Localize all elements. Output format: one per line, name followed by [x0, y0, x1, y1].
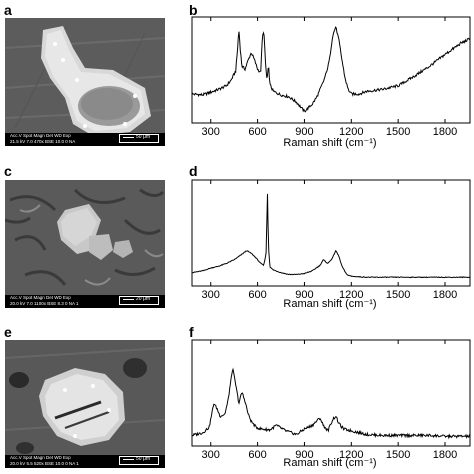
plot-frame	[191, 339, 471, 447]
x-tick-label: 300	[202, 289, 220, 301]
sem-image-a: Acc.V Spot Magn Det WD Exp 21.5 kV 7.0 4…	[5, 18, 165, 146]
sem-info-row-1: Acc.V Spot Magn Det WD Exp	[10, 455, 71, 460]
x-axis-label-f: Raman shift (cm⁻¹)	[283, 457, 377, 469]
x-tick-label: 1800	[433, 289, 457, 301]
sem-info-row-1: Acc.V Spot Magn Det WD Exp	[10, 295, 71, 300]
scale-bar-label: 20 μm	[136, 296, 150, 302]
x-tick-label: 300	[202, 126, 220, 138]
panel-label-c: c	[4, 163, 12, 179]
x-axis-label-b: Raman shift (cm⁻¹)	[283, 137, 377, 149]
scale-bar: 50 μm	[119, 134, 159, 143]
panel-label-e: e	[4, 324, 12, 340]
scale-bar-label: 50 μm	[136, 456, 150, 462]
x-tick-label: 1800	[433, 449, 457, 461]
panel-label-b: b	[189, 2, 198, 18]
panel-label-a: a	[4, 2, 12, 18]
x-axis-label-d: Raman shift (cm⁻¹)	[283, 298, 377, 310]
spectrum-line	[191, 367, 471, 440]
x-tick-label: 900	[295, 289, 313, 301]
x-tick-label: 300	[202, 449, 220, 461]
x-tick-label: 1500	[386, 449, 410, 461]
spectrum-line	[191, 26, 471, 113]
x-tick-label: 900	[295, 449, 313, 461]
x-tick-label: 600	[248, 289, 266, 301]
scale-bar-label: 50 μm	[136, 134, 150, 140]
panel-label-d: d	[189, 163, 198, 179]
sem-info-row-2: 21.5 kV 7.0 470x BSE 10.0 0 NA	[10, 139, 76, 144]
scale-bar: 50 μm	[119, 456, 159, 465]
sem-info-row-2: 20.0 kV 5.5 520x BSE 10.0 0 NA 1	[10, 461, 79, 466]
spectrum-line	[191, 193, 471, 279]
sem-image-e: Acc.V Spot Magn Det WD Exp 20.0 kV 5.5 5…	[5, 340, 165, 468]
x-tick-label: 900	[295, 126, 313, 138]
scale-bar: 20 μm	[119, 296, 159, 305]
x-tick-label: 1500	[386, 289, 410, 301]
sem-info-row-2: 20.0 kV 7.0 1100x BSE 8.3 0 NA 1	[10, 301, 79, 306]
x-tick-label: 600	[248, 126, 266, 138]
x-tick-label: 600	[248, 449, 266, 461]
plot-frame	[191, 179, 471, 287]
x-tick-label: 1200	[339, 449, 363, 461]
sem-image-c: Acc.V Spot Magn Det WD Exp 20.0 kV 7.0 1…	[5, 180, 165, 308]
x-tick-label: 1800	[433, 126, 457, 138]
plot-frame	[191, 16, 471, 124]
x-tick-label: 1200	[339, 126, 363, 138]
x-tick-label: 1200	[339, 289, 363, 301]
x-tick-label: 1500	[386, 126, 410, 138]
sem-info-row-1: Acc.V Spot Magn Det WD Exp	[10, 133, 71, 138]
panel-label-f: f	[189, 324, 194, 340]
